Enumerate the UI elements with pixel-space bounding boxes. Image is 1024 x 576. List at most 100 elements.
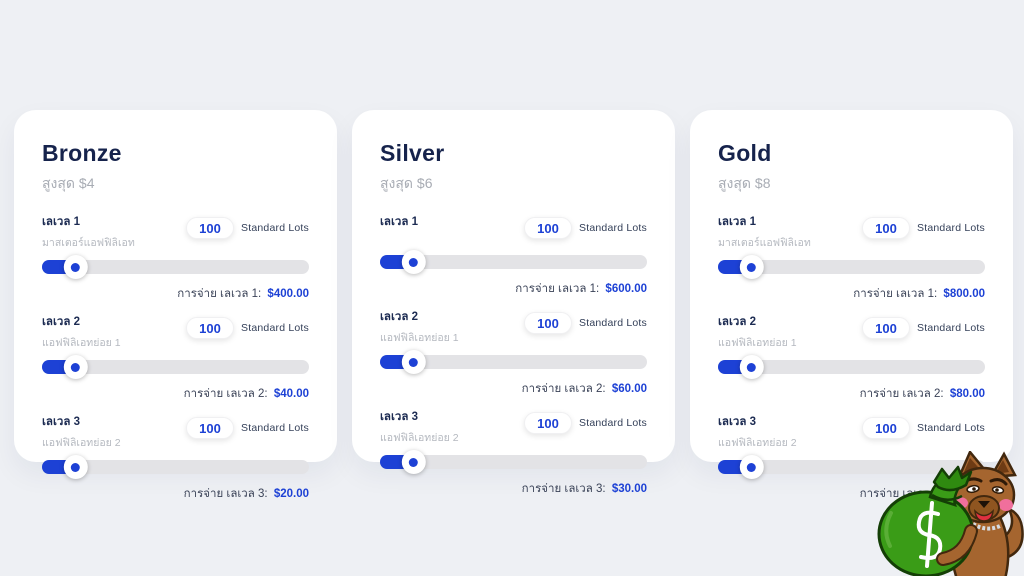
slider-track[interactable] [42, 260, 309, 275]
payout-amount: $60.00 [611, 383, 647, 396]
payout-label: การจ่าย เลเวล 3: [521, 483, 606, 496]
lots-unit-label: Standard Lots [579, 417, 647, 430]
level-row: เลเวล 1 Standard Lots การจ่าย เลเวล 1: $ [380, 213, 647, 298]
level-row: เลเวล 3 แอฟฟิลิเอทย่อย 2 Standard Lots ก… [380, 408, 647, 498]
lots-slider[interactable] [380, 250, 647, 275]
slider-thumb[interactable] [63, 455, 88, 480]
lots-slider[interactable] [380, 350, 647, 375]
lots-input[interactable] [862, 317, 911, 340]
level-row: เลเวล 3 แอฟฟิลิเอทย่อย 2 Standard Lots ก… [42, 413, 309, 503]
level-row: เลเวล 1 มาสเตอร์แอฟฟิลิเอท Standard Lots… [42, 213, 309, 303]
plan-title: Bronze [42, 140, 122, 166]
mascot-dog-money-bag [874, 449, 1024, 576]
lots-input[interactable] [524, 217, 573, 240]
lots-unit-label: Standard Lots [241, 222, 309, 235]
plan-card-bronze: Bronze สูงสุด $4 เลเวล 1 มาสเตอร์แอฟฟิลิ… [14, 110, 337, 500]
slider-track[interactable] [718, 360, 985, 375]
payout-text: การจ่าย เลเวล 3: $20.00 [42, 485, 309, 503]
lots-unit-label: Standard Lots [241, 322, 309, 335]
level-sublabel [380, 234, 418, 246]
level-sublabel: แอฟฟิลิเอทย่อย 1 [380, 332, 459, 345]
payout-label: การจ่าย เลเวล 2: [859, 388, 944, 401]
plan-card-gold: Gold สูงสุด $8 เลเวล 1 มาสเตอร์แอฟฟิลิเอ… [690, 110, 1013, 500]
lots-slider[interactable] [42, 455, 309, 480]
lots-unit-label: Standard Lots [917, 322, 985, 335]
level-row: เลเวล 1 มาสเตอร์แอฟฟิลิเอท Standard Lots… [718, 213, 985, 303]
level-label: เลเวล 2 [42, 316, 81, 329]
slider-thumb[interactable] [401, 350, 426, 375]
lots-slider[interactable] [718, 455, 985, 480]
plan-max-payout: สูงสุด $6 [380, 175, 433, 192]
lots-input[interactable] [862, 417, 911, 440]
level-sublabel: มาสเตอร์แอฟฟิลิเอท [718, 237, 811, 250]
lots-input[interactable] [186, 417, 235, 440]
slider-track[interactable] [42, 460, 309, 475]
lots-unit-label: Standard Lots [241, 422, 309, 435]
lots-slider[interactable] [380, 450, 647, 475]
payout-amount: $600.00 [605, 283, 647, 296]
lots-unit-label: Standard Lots [579, 317, 647, 330]
level-label: เลเวล 3 [42, 416, 81, 429]
slider-track[interactable] [718, 460, 985, 475]
lots-input[interactable] [862, 217, 911, 240]
level-row: เลเวล 2 แอฟฟิลิเอทย่อย 1 Standard Lots ก… [718, 313, 985, 403]
slider-thumb[interactable] [63, 255, 88, 280]
slider-track[interactable] [718, 260, 985, 275]
payout-text: การจ่าย เลเวล 1: $800.00 [718, 285, 985, 303]
slider-track[interactable] [380, 355, 647, 370]
level-row: เลเวล 2 แอฟฟิลิเอทย่อย 1 Standard Lots ก… [380, 308, 647, 398]
payout-text: การจ่าย เลเวล 2: $80.00 [718, 385, 985, 403]
payout-amount: $800.00 [943, 288, 985, 301]
slider-track[interactable] [42, 360, 309, 375]
plan-cards: Bronze สูงสุด $4 เลเวล 1 มาสเตอร์แอฟฟิลิ… [14, 110, 1013, 500]
plan-title: Gold [718, 140, 772, 166]
lots-unit-label: Standard Lots [579, 222, 647, 235]
payout-text: การจ่าย เลเวล 2: $60.00 [380, 380, 647, 398]
level-row: เลเวล 2 แอฟฟิลิเอทย่อย 1 Standard Lots ก… [42, 313, 309, 403]
slider-thumb[interactable] [739, 455, 764, 480]
plan-title: Silver [380, 140, 445, 166]
slider-track[interactable] [380, 255, 647, 270]
lots-input[interactable] [186, 217, 235, 240]
lots-input[interactable] [524, 312, 573, 335]
payout-amount: $30.00 [611, 483, 647, 496]
slider-thumb[interactable] [401, 450, 426, 475]
payout-label: การจ่าย เลเวล 2: [521, 383, 606, 396]
level-sublabel: มาสเตอร์แอฟฟิลิเอท [42, 237, 135, 250]
payout-label: การจ่าย เลเวล 2: [183, 388, 268, 401]
payout-amount: $20.00 [273, 488, 309, 501]
level-label: เลเวล 3 [718, 416, 757, 429]
level-label: เลเวล 3 [380, 411, 419, 424]
lots-input[interactable] [524, 412, 573, 435]
payout-label: การจ่าย เลเวล 1: [515, 283, 600, 296]
level-sublabel: แอฟฟิลิเอทย่อย 1 [718, 337, 797, 350]
slider-thumb[interactable] [739, 255, 764, 280]
lots-slider[interactable] [718, 255, 985, 280]
level-label: เลเวล 2 [718, 316, 757, 329]
payout-label: การจ่าย เลเวล 3: [183, 488, 268, 501]
level-label: เลเวล 1 [718, 216, 757, 229]
lots-unit-label: Standard Lots [917, 222, 985, 235]
payout-text: การจ่าย เลเวล 1: $600.00 [380, 280, 647, 298]
lots-unit-label: Standard Lots [917, 422, 985, 435]
payout-label: การจ่าย เลเวล 1: [177, 288, 262, 301]
plan-max-payout: สูงสุด $8 [718, 175, 771, 192]
lots-slider[interactable] [42, 255, 309, 280]
plan-card-silver: Silver สูงสุด $6 เลเวล 1 Standard Lots [352, 110, 675, 495]
slider-track[interactable] [380, 455, 647, 470]
lots-slider[interactable] [42, 355, 309, 380]
slider-thumb[interactable] [739, 355, 764, 380]
level-sublabel: แอฟฟิลิเอทย่อย 2 [380, 432, 459, 445]
payout-label: การจ่าย เลเวล 1: [853, 288, 938, 301]
lots-slider[interactable] [718, 355, 985, 380]
level-sublabel: แอฟฟิลิเอทย่อย 2 [718, 437, 797, 450]
dog-money-bag-icon [877, 449, 1024, 576]
slider-thumb[interactable] [63, 355, 88, 380]
plan-max-payout: สูงสุด $4 [42, 175, 95, 192]
level-sublabel: แอฟฟิลิเอทย่อย 1 [42, 337, 121, 350]
payout-text: การจ่าย เลเวล 2: $40.00 [42, 385, 309, 403]
lots-input[interactable] [186, 317, 235, 340]
slider-thumb[interactable] [401, 250, 426, 275]
payout-text: การจ่าย เลเวล 1: $400.00 [42, 285, 309, 303]
